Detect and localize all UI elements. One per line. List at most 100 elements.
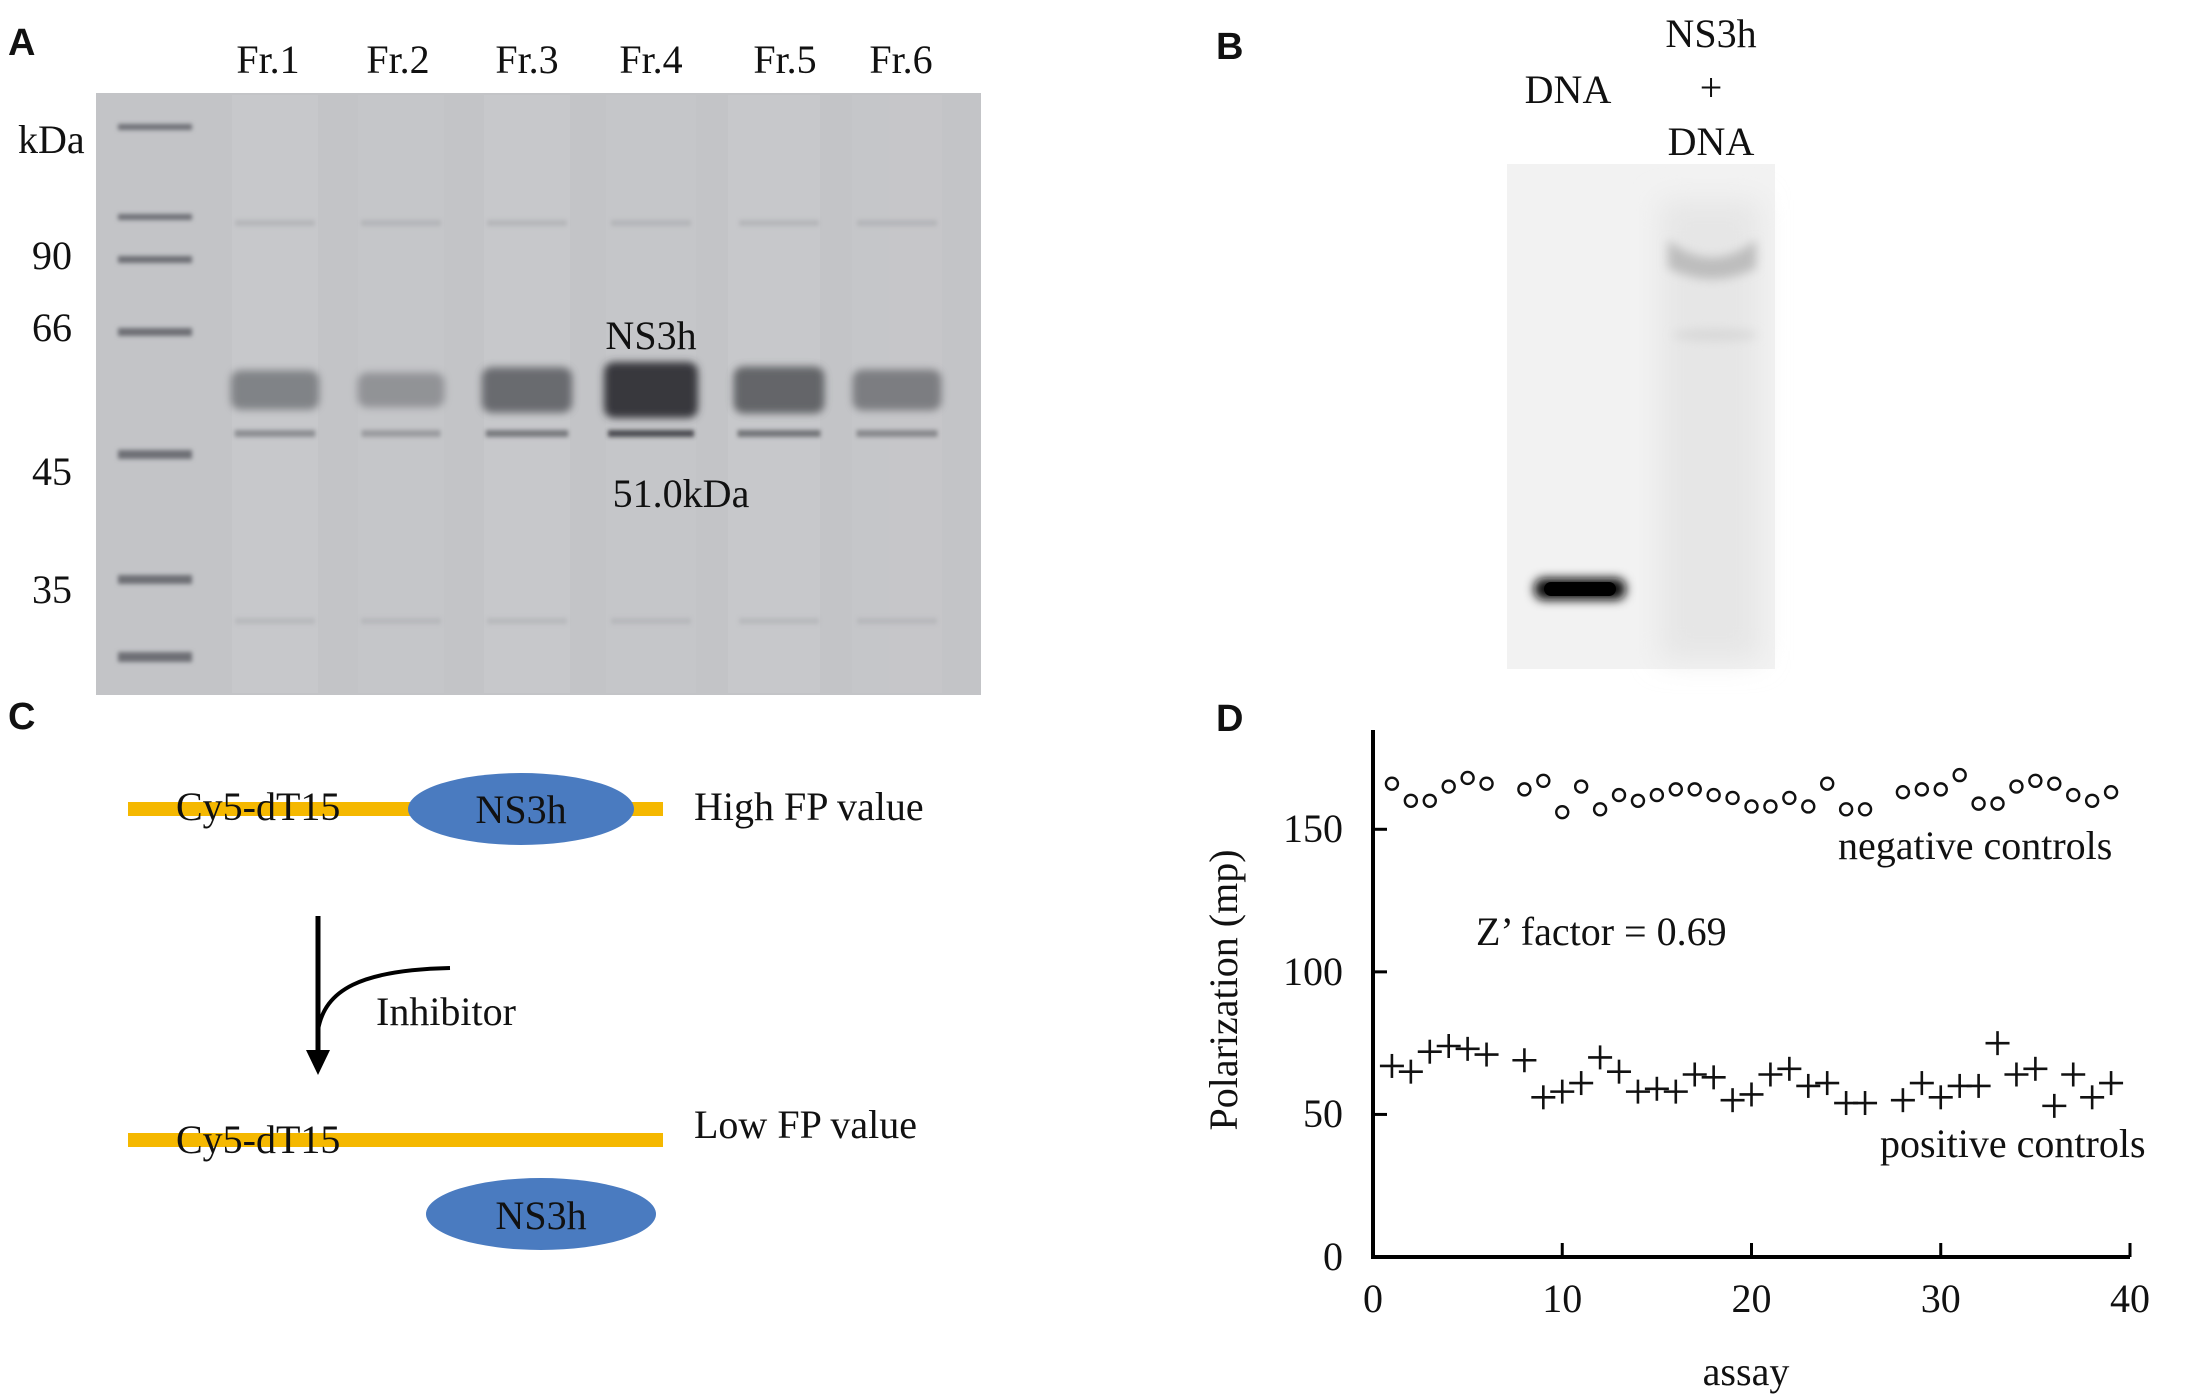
negative-point <box>1725 790 1740 806</box>
negative-point <box>1895 785 1911 800</box>
faint-upper-band-lane-2 <box>361 220 441 226</box>
positive-point <box>1531 1085 1556 1110</box>
lane-label-ns3h: NS3h <box>1665 11 1757 56</box>
panel-d-letter: D <box>1216 698 1244 740</box>
negative-point <box>1819 776 1835 791</box>
lane-label-fr2: Fr.2 <box>366 37 430 82</box>
free-dna-band-core <box>1544 582 1616 596</box>
negative-point <box>1687 782 1702 797</box>
positive-point <box>2061 1062 2086 1087</box>
negative-point <box>1517 782 1532 797</box>
positive-point <box>1853 1091 1878 1116</box>
negative-point <box>1384 776 1400 791</box>
panel-b-letter: B <box>1216 26 1244 68</box>
positive-point <box>1569 1071 1594 1096</box>
negative-point <box>1536 773 1551 789</box>
negative-point <box>1649 787 1665 803</box>
positive-point <box>1777 1056 1802 1081</box>
faint-upper-band-lane-3 <box>487 220 567 226</box>
lane-label-fr1: Fr.1 <box>236 37 300 82</box>
positive-point <box>1909 1071 1934 1096</box>
protein-label-bottom: NS3h <box>495 1193 587 1238</box>
complex-band <box>1668 240 1756 279</box>
lane-label-fr4: Fr.4 <box>619 37 683 82</box>
positive-point <box>1701 1065 1726 1090</box>
negative-point <box>1933 782 1948 797</box>
negative-point <box>1971 796 1986 811</box>
x-tick-label-4: 40 <box>2110 1276 2150 1321</box>
negative-point <box>1914 782 1930 797</box>
probe-label-bottom: Cy5-dT15 <box>176 1117 341 1162</box>
faint-upper-band-lane-1 <box>235 220 315 226</box>
negative-controls-series <box>1384 767 2119 820</box>
negative-point <box>2084 793 2100 808</box>
y-tick-label-3: 150 <box>1283 806 1343 852</box>
strand-bottom <box>128 1133 663 1147</box>
protein-ellipse-top <box>408 773 634 845</box>
z-factor-annotation: Z’ factor = 0.69 <box>1476 909 1727 954</box>
kda-unit-label: kDa <box>18 117 85 162</box>
positive-point <box>1474 1042 1499 1067</box>
positive-point <box>1379 1053 1404 1078</box>
lane-label-fr3: Fr.3 <box>495 37 559 82</box>
positive-point <box>1796 1073 1821 1098</box>
positive-point <box>1512 1048 1537 1073</box>
negative-point <box>1555 804 1570 820</box>
positive-point <box>1739 1082 1764 1107</box>
negative-point <box>1857 802 1873 817</box>
positive-point <box>2023 1056 2048 1081</box>
y-tick-label-2: 100 <box>1283 948 1343 994</box>
positive-point <box>1890 1088 1915 1113</box>
lane-label-fr6: Fr.6 <box>869 37 933 82</box>
protein-band-lane-1 <box>230 370 320 410</box>
positive-point <box>1815 1071 1840 1096</box>
lower-band-lane-2 <box>361 430 441 437</box>
positive-point <box>1720 1088 1745 1113</box>
negative-point <box>1479 776 1494 791</box>
negative-point <box>2047 776 2062 791</box>
lower-band-lane-5 <box>737 430 821 437</box>
positive-point <box>1398 1059 1423 1084</box>
lane-bands <box>230 220 942 624</box>
negative-point <box>1573 779 1589 794</box>
x-tick-label-3: 30 <box>1920 1276 1961 1321</box>
y-axis-ticks <box>1373 827 1387 1259</box>
negative-point <box>1952 767 1967 783</box>
protein-band-lane-6 <box>852 369 942 411</box>
protein-size-label: 51.0kDa <box>612 471 750 516</box>
protein-ellipse-bottom <box>426 1178 656 1250</box>
negative-point <box>2103 785 2119 800</box>
faint-lower-band-lane-5 <box>739 618 819 624</box>
negative-point <box>2066 787 2081 803</box>
negative-point <box>1592 802 1608 817</box>
negative-point <box>1441 779 1456 794</box>
negative-point <box>1460 770 1475 786</box>
x-axis-label: assay <box>1702 1349 1790 1394</box>
faint-upper-band-lane-4 <box>611 220 691 226</box>
lower-band-lane-6 <box>856 430 938 437</box>
marker-35: 35 <box>32 567 72 612</box>
positive-point <box>1928 1085 1953 1110</box>
negative-point <box>1611 787 1627 803</box>
positive-point <box>2042 1093 2067 1118</box>
positive-point <box>2080 1085 2105 1110</box>
negative-point <box>1801 799 1816 814</box>
lower-band-lane-4 <box>608 430 694 437</box>
x-tick-label-1: 10 <box>1542 1276 1583 1321</box>
negative-point <box>1763 799 1778 814</box>
protein-band-lane-2 <box>357 372 445 408</box>
lane-label-fr5: Fr.5 <box>753 37 817 82</box>
lower-band-lane-3 <box>485 430 569 437</box>
negative-point <box>1403 793 1419 808</box>
low-fp-label: Low FP value <box>694 1102 917 1147</box>
positive-point <box>1682 1062 1707 1087</box>
y-axis-label: Polarization (mp) <box>1201 849 1246 1131</box>
lane-label-dna: DNA <box>1524 67 1612 112</box>
faint-lower-band-lane-4 <box>611 618 691 624</box>
negative-point <box>1990 796 2005 811</box>
protein-band-lane-4 <box>604 362 698 418</box>
inhibitor-label: Inhibitor <box>376 989 516 1034</box>
